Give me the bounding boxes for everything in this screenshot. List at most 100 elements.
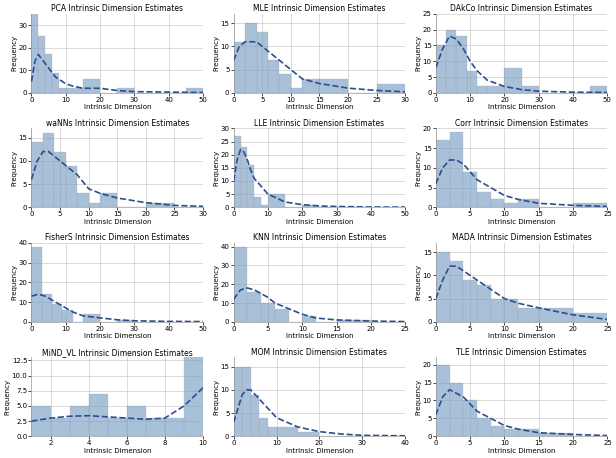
Bar <box>487 87 505 93</box>
Bar <box>456 36 467 93</box>
Bar <box>117 320 134 322</box>
Y-axis label: Frequency: Frequency <box>415 35 421 71</box>
Y-axis label: Frequency: Frequency <box>213 379 219 415</box>
Bar <box>100 193 117 207</box>
Title: MLE Intrinsic Dimension Estimates: MLE Intrinsic Dimension Estimates <box>253 4 386 13</box>
Bar <box>31 14 38 93</box>
Bar <box>59 88 66 93</box>
Bar <box>233 42 245 93</box>
X-axis label: Intrinsic Dimension: Intrinsic Dimension <box>84 104 151 110</box>
Bar <box>505 203 518 207</box>
Bar <box>54 152 66 207</box>
Bar <box>268 427 277 436</box>
Bar <box>436 365 450 436</box>
Bar <box>450 382 463 436</box>
Y-axis label: Frequency: Frequency <box>415 150 421 186</box>
X-axis label: Intrinsic Dimension: Intrinsic Dimension <box>84 219 151 225</box>
X-axis label: Intrinsic Dimension: Intrinsic Dimension <box>286 448 353 454</box>
X-axis label: Intrinsic Dimension: Intrinsic Dimension <box>488 219 556 225</box>
X-axis label: Intrinsic Dimension: Intrinsic Dimension <box>488 104 556 110</box>
Bar <box>66 165 77 207</box>
Bar <box>491 425 505 436</box>
Bar <box>89 202 100 207</box>
Bar <box>146 202 174 207</box>
Title: MADA Intrinsic Dimension Estimates: MADA Intrinsic Dimension Estimates <box>452 233 591 242</box>
Bar <box>117 88 134 93</box>
Bar <box>256 33 268 93</box>
Title: TLE Intrinsic Dimension Estimates: TLE Intrinsic Dimension Estimates <box>456 348 587 357</box>
Bar <box>248 292 261 322</box>
Y-axis label: Frequency: Frequency <box>4 379 10 415</box>
Bar <box>436 252 450 322</box>
Bar <box>467 71 477 93</box>
Y-axis label: Frequency: Frequency <box>11 150 17 186</box>
Bar <box>248 165 254 207</box>
Bar <box>233 247 248 322</box>
Bar <box>89 394 108 436</box>
Bar <box>477 418 491 436</box>
Bar <box>108 418 127 436</box>
Bar <box>291 88 302 93</box>
Y-axis label: Frequency: Frequency <box>213 264 219 300</box>
Bar <box>518 308 539 322</box>
Title: LLE Intrinsic Dimension Estimates: LLE Intrinsic Dimension Estimates <box>254 119 384 128</box>
Bar <box>505 67 522 93</box>
Bar <box>146 418 165 436</box>
Bar <box>573 312 607 322</box>
Y-axis label: Frequency: Frequency <box>213 150 219 186</box>
Bar <box>43 133 54 207</box>
Bar <box>505 429 518 436</box>
Bar <box>320 79 348 93</box>
Bar <box>31 406 51 436</box>
Bar <box>70 406 89 436</box>
Bar <box>280 74 291 93</box>
Bar <box>42 294 52 322</box>
Bar <box>52 304 62 322</box>
X-axis label: Intrinsic Dimension: Intrinsic Dimension <box>286 333 353 339</box>
Bar <box>302 79 320 93</box>
Bar <box>590 87 607 93</box>
Title: MiND_VL Intrinsic Dimension Estimates: MiND_VL Intrinsic Dimension Estimates <box>42 348 193 357</box>
Bar <box>77 193 89 207</box>
Bar <box>522 87 539 93</box>
Bar <box>38 37 45 93</box>
Bar <box>233 367 242 436</box>
Bar <box>127 406 146 436</box>
Bar <box>251 394 259 436</box>
Bar <box>245 23 256 93</box>
Bar <box>477 191 491 207</box>
Bar <box>275 309 288 322</box>
Title: PCA Intrinsic Dimension Estimates: PCA Intrinsic Dimension Estimates <box>51 4 183 13</box>
Bar <box>539 308 573 322</box>
Bar <box>477 87 487 93</box>
Bar <box>186 88 203 93</box>
Bar <box>376 83 405 93</box>
Bar <box>254 197 261 207</box>
Title: DAkCo Intrinsic Dimension Estimates: DAkCo Intrinsic Dimension Estimates <box>450 4 593 13</box>
X-axis label: Intrinsic Dimension: Intrinsic Dimension <box>286 104 353 110</box>
Bar <box>463 172 477 207</box>
Bar <box>259 418 268 436</box>
Y-axis label: Frequency: Frequency <box>11 264 17 300</box>
X-axis label: Intrinsic Dimension: Intrinsic Dimension <box>488 448 556 454</box>
Bar <box>268 194 285 207</box>
Y-axis label: Frequency: Frequency <box>415 379 421 415</box>
Bar <box>184 357 203 436</box>
Bar <box>261 205 268 207</box>
Bar <box>446 30 456 93</box>
Bar <box>233 136 240 207</box>
Bar <box>261 303 275 322</box>
Bar <box>450 262 463 322</box>
Bar <box>518 199 539 207</box>
X-axis label: Intrinsic Dimension: Intrinsic Dimension <box>286 219 353 225</box>
Y-axis label: Frequency: Frequency <box>11 35 17 71</box>
Bar <box>83 314 100 322</box>
Bar <box>463 400 477 436</box>
X-axis label: Intrinsic Dimension: Intrinsic Dimension <box>84 448 151 454</box>
Bar <box>31 142 43 207</box>
Bar <box>302 205 320 207</box>
Bar <box>463 280 477 322</box>
Y-axis label: Frequency: Frequency <box>213 35 219 71</box>
Bar <box>505 299 518 322</box>
X-axis label: Intrinsic Dimension: Intrinsic Dimension <box>84 333 151 339</box>
